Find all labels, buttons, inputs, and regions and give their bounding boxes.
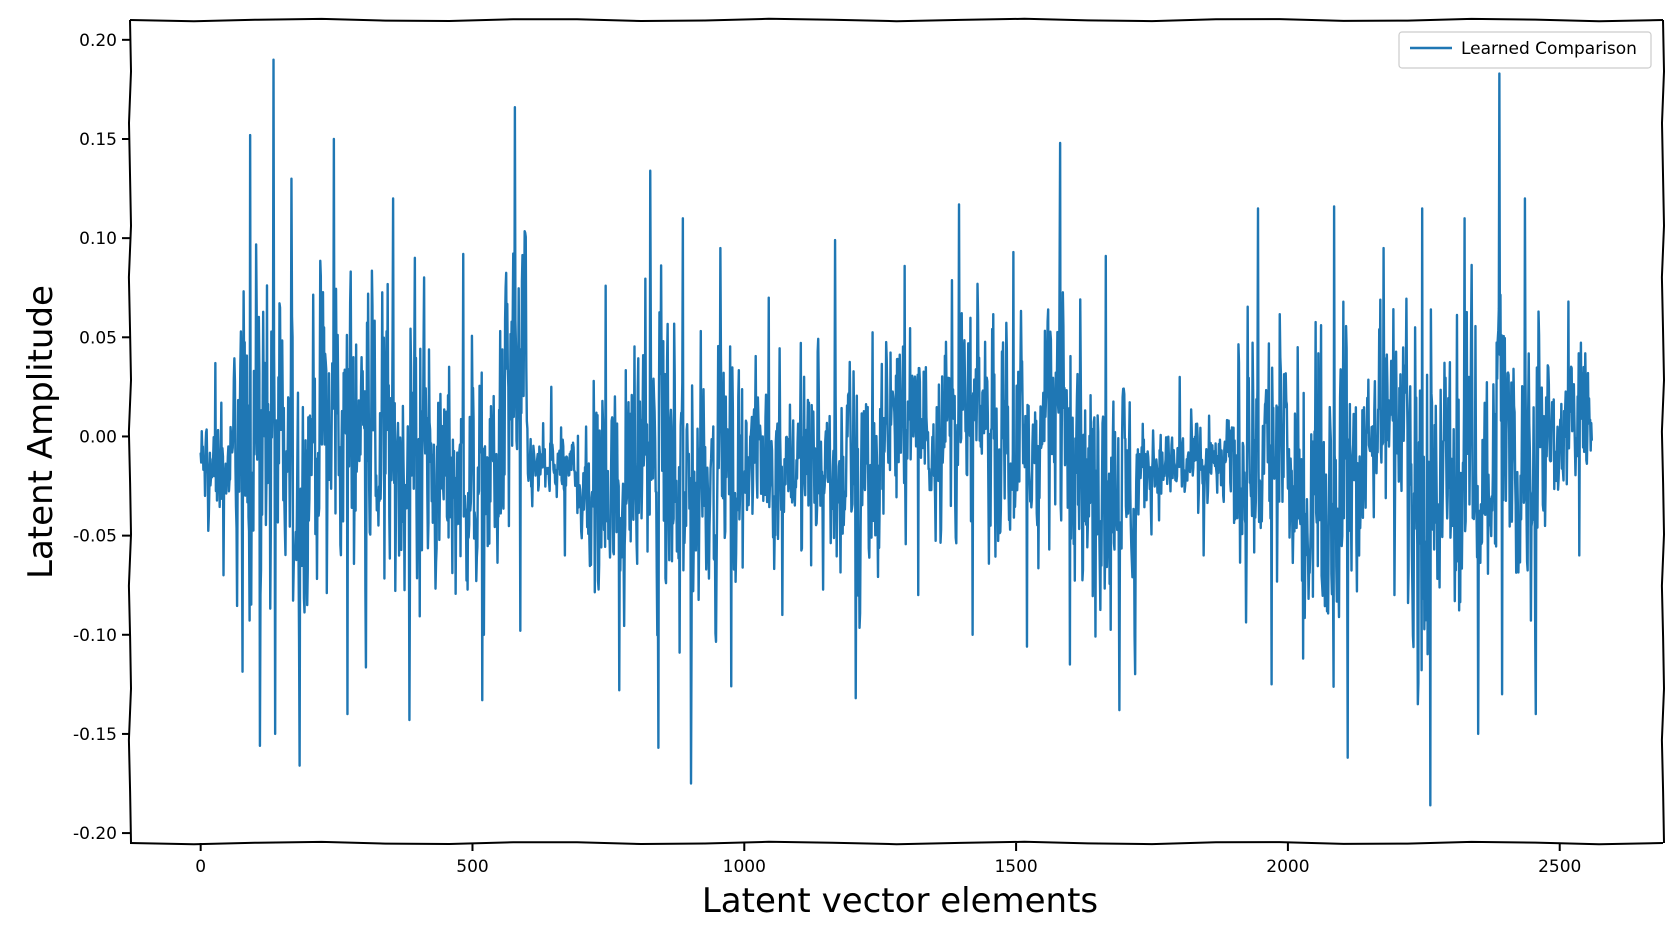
y-tick-label: -0.05 — [73, 527, 117, 547]
y-tick-label: 0.00 — [79, 427, 117, 447]
x-axis: 0 500 1000 1500 2000 2500 — [195, 843, 1581, 877]
legend: Learned Comparison — [1398, 31, 1652, 69]
plot-frame — [127, 17, 1665, 846]
y-tick-label: 0.15 — [79, 130, 117, 150]
frame-bottom — [129, 840, 1664, 846]
y-tick-label: 0.20 — [79, 31, 117, 51]
y-tick-label: 0.05 — [79, 328, 117, 348]
x-axis-title: Latent vector elements — [702, 881, 1098, 921]
legend-box — [1398, 31, 1652, 69]
y-axis: -0.20 -0.15 -0.10 -0.05 0.00 0.05 0.10 0.15 0.20 — [73, 31, 130, 844]
legend-label: Learned Comparison — [1461, 39, 1637, 59]
series-line-learned-comparison — [199, 58, 1593, 807]
x-tick-label: 1000 — [723, 857, 766, 877]
x-tick-label: 1500 — [994, 857, 1037, 877]
y-tick-label: -0.10 — [73, 626, 117, 646]
series-layer — [199, 58, 1593, 807]
frame-left — [127, 19, 132, 844]
y-tick-label: -0.15 — [73, 725, 117, 745]
frame-top — [129, 17, 1664, 23]
x-tick-label: 0 — [195, 857, 206, 877]
y-axis-title: Latent Amplitude — [21, 285, 61, 579]
frame-right — [1660, 19, 1665, 844]
x-tick-label: 2000 — [1266, 857, 1309, 877]
x-tick-label: 2500 — [1538, 857, 1581, 877]
x-tick-label: 500 — [456, 857, 488, 877]
y-tick-label: 0.10 — [79, 229, 117, 249]
y-tick-label: -0.20 — [73, 824, 117, 844]
